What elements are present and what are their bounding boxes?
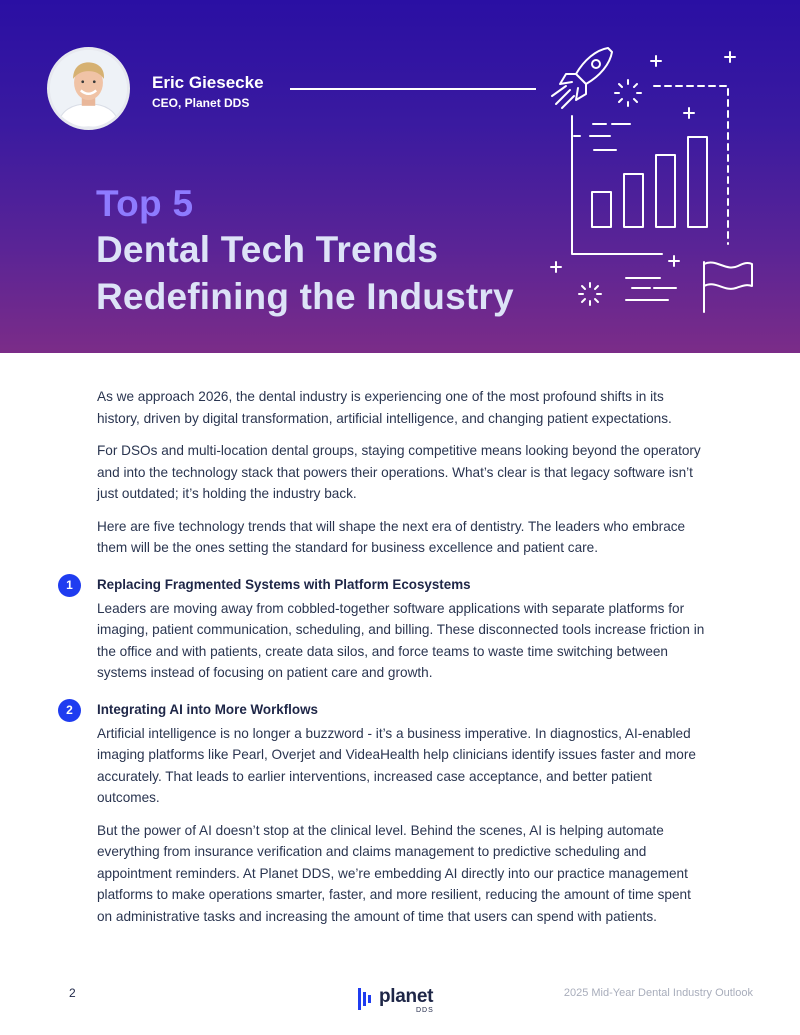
author-name: Eric Giesecke [152,73,264,92]
title-accent: Top 5 [96,183,194,224]
trend-section-2: 2 Integrating AI into More Workflows Art… [58,698,707,928]
intro-paragraph: For DSOs and multi-location dental group… [97,443,701,501]
planet-logo-icon [358,988,371,1010]
hero-banner: Eric Giesecke CEO, Planet DDS Top 5 Dent… [0,0,800,353]
logo-subtext: DDS [416,1007,434,1014]
trend-section-1: 1 Replacing Fragmented Systems with Plat… [58,573,707,684]
title-line-1: Dental Tech Trends [96,229,439,270]
author-photo [47,47,130,130]
article-body: As we approach 2026, the dental industry… [58,386,707,938]
trend-number-badge: 1 [58,573,81,597]
trend-paragraph: But the power of AI doesn’t stop at the … [97,822,691,924]
author-photo-icon [50,50,127,127]
trend-heading: Integrating AI into More Workflows [97,701,318,717]
page-number: 2 [69,986,76,1000]
trend-paragraph: Leaders are moving away from cobbled-tog… [97,600,705,681]
logo-wordmark: planet [379,986,434,1007]
trend-paragraph: Artificial intelligence is no longer a b… [97,725,696,806]
trend-heading: Replacing Fragmented Systems with Platfo… [97,576,471,592]
bar-chart-icon [571,85,729,255]
publication-title: 2025 Mid-Year Dental Industry Outlook [563,987,753,999]
growth-illustration [550,47,753,313]
author-divider [290,88,536,90]
author-role: CEO, Planet DDS [152,96,250,110]
flag-icon [625,261,753,313]
intro-paragraph: As we approach 2026, the dental industry… [97,389,672,426]
intro-paragraph: Here are five technology trends that wil… [97,518,686,556]
title-line-2: Redefining the Industry [96,276,514,317]
rocket-icon [551,47,613,109]
sparkle-icon [550,51,736,306]
planet-logo: planet DDS [358,986,448,1016]
trend-number-badge: 2 [58,698,81,722]
